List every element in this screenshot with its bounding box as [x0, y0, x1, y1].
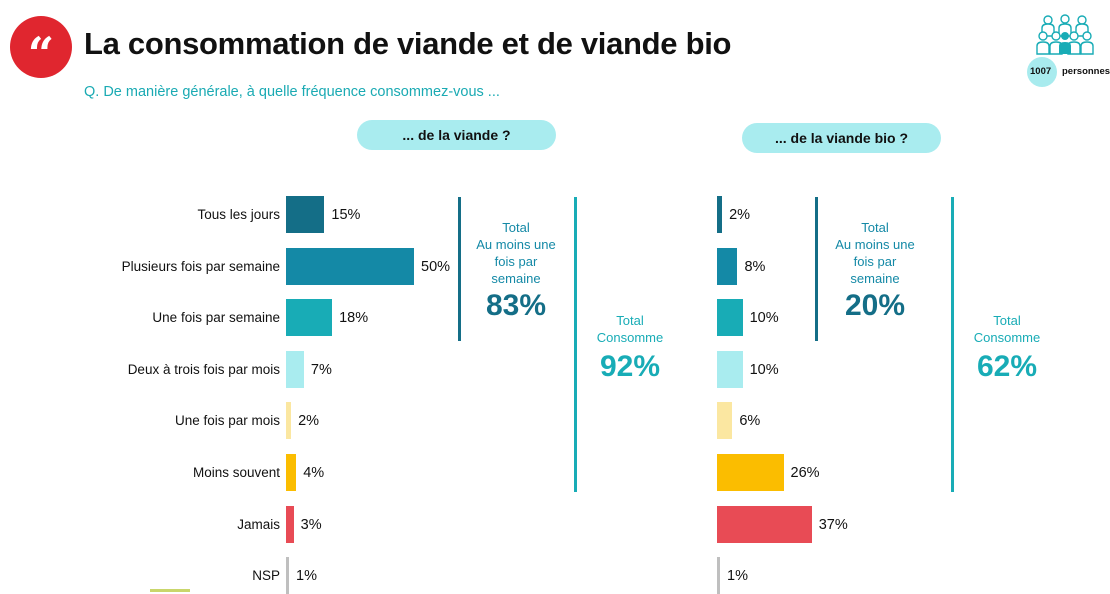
weekly-total-label-right: Total Au moins une fois par semaine [835, 220, 915, 286]
people-group-icon [1036, 14, 1094, 55]
quote-glyph: “ [27, 27, 55, 81]
page-title: La consommation de viande et de viande b… [84, 26, 732, 61]
consume-total-label-right: Total Consomme [973, 313, 1041, 345]
data-label: 50% [421, 258, 451, 275]
weekly-bracket-line-right [815, 197, 818, 341]
data-label: 2% [729, 207, 751, 223]
bar [717, 299, 743, 337]
category-label: Une fois par mois [174, 413, 280, 429]
category-label: Une fois par semaine [152, 310, 280, 326]
bar [717, 454, 784, 491]
bar [286, 402, 292, 440]
data-label: 6% [739, 413, 761, 430]
category-label: Tous les jours [197, 207, 280, 222]
data-label: 18% [339, 310, 369, 327]
question-text: Q. De manière générale, à quelle fréquen… [84, 84, 500, 100]
data-label: 1% [727, 568, 748, 585]
quote-icon: “ [10, 16, 72, 78]
weekly-bracket-line-left [458, 197, 461, 341]
consume-bracket-line-left [574, 197, 577, 492]
data-label: 8% [744, 258, 766, 275]
data-label: 1% [296, 568, 317, 585]
data-label: 7% [310, 361, 332, 378]
data-label: 10% [749, 361, 779, 378]
weekly-total-label-left: Total Au moins une fois par semaine [476, 220, 556, 286]
bar [286, 557, 289, 594]
category-label: Jamais [237, 516, 280, 532]
data-label: 3% [300, 516, 322, 533]
bar [286, 505, 294, 543]
bar [286, 299, 333, 337]
consume-bracket-line-right [951, 197, 954, 492]
data-label: 10% [749, 310, 779, 327]
consume-total-value-right: 62% [976, 350, 1038, 383]
bar [286, 454, 297, 491]
bar [717, 350, 743, 388]
category-label: Deux à trois fois par mois [127, 361, 280, 377]
weekly-total-value-right: 20% [844, 289, 906, 322]
chart-title-viande: ... de la viande ? [357, 120, 556, 150]
weekly-total-value-left: 83% [485, 289, 547, 322]
consume-total-value-left: 92% [599, 350, 661, 383]
data-label: 2% [298, 413, 320, 430]
bar [717, 505, 812, 543]
bar [717, 196, 723, 233]
sample-size: 1007 [1030, 66, 1052, 77]
bar [717, 247, 738, 285]
bar [286, 350, 304, 388]
bar [717, 402, 733, 440]
chart-title-viande-bio: ... de la viande bio ? [742, 123, 941, 153]
decorative-corner-mark [150, 589, 190, 592]
consume-total-label-left: Total Consomme [596, 313, 664, 345]
bar [286, 196, 325, 233]
data-label: 4% [303, 465, 325, 481]
sample-label: personnes [1062, 66, 1110, 77]
bar [286, 247, 414, 285]
data-label: 15% [331, 207, 361, 223]
category-label: NSP [252, 568, 280, 584]
data-label: 26% [790, 465, 820, 481]
category-label: Moins souvent [192, 465, 280, 480]
bar [717, 557, 720, 594]
data-label: 37% [818, 516, 848, 533]
category-label: Plusieurs fois par semaine [121, 258, 280, 274]
sample-bubble [1027, 57, 1057, 87]
